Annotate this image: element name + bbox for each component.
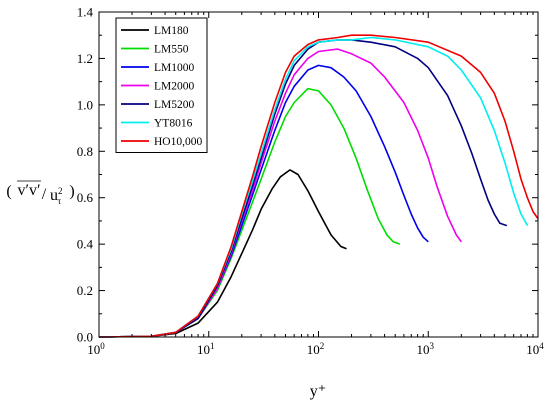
y-tick-label: 0.6 <box>77 190 94 205</box>
legend-label: LM1000 <box>154 62 195 74</box>
axes: 0.0 0.2 0.4 0.6 0.8 1.0 1.2 1.4 100 101 102 103 104 y… <box>6 5 544 401</box>
x-axis-label: y⁺ <box>310 383 326 400</box>
y-tick-label: 1.4 <box>77 5 94 20</box>
y-axis-label: ( v′v′ / u2 τ) <box>6 180 75 206</box>
y-label-close-paren: ) <box>69 183 74 200</box>
series-line-lm180 <box>98 169 347 338</box>
y-tick-label: 0.0 <box>77 330 93 345</box>
x-tick-label: 103 <box>417 341 435 357</box>
legend: LM180 LM550 LM1000 LM2000 LM5200 YT8016 HO10,0… <box>115 17 208 153</box>
y-tick-label: 1.0 <box>77 97 93 112</box>
y-tick-label: 0.8 <box>77 144 93 159</box>
x-tick-label: 104 <box>526 341 544 357</box>
series-layer <box>98 34 539 338</box>
legend-label: LM2000 <box>154 81 195 93</box>
y-label-numerator: v′v′ <box>18 182 41 199</box>
legend-label: LM5200 <box>154 99 195 111</box>
y-tick-label: 1.2 <box>77 51 93 66</box>
legend-label: YT8016 <box>154 118 193 130</box>
series-line-ho10-000 <box>98 34 539 338</box>
x-tick-label: 102 <box>307 341 325 357</box>
y-tick-label: 0.4 <box>77 237 94 252</box>
y-label-open-paren: ( <box>6 183 11 200</box>
y-label-slash: / <box>42 186 47 203</box>
y-tick-label: 0.2 <box>77 283 93 298</box>
legend-label: LM550 <box>154 44 189 56</box>
y-label-denominator: u2 τ <box>50 186 63 206</box>
legend-label: HO10,000 <box>154 136 202 148</box>
x-tick-label: 101 <box>197 341 215 357</box>
series-line-lm2000 <box>98 48 462 338</box>
x-tick-label: 100 <box>87 341 105 357</box>
legend-label: LM180 <box>154 25 189 37</box>
